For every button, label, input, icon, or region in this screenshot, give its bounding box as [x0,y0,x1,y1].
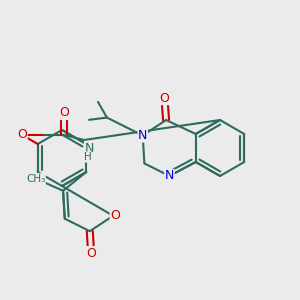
Text: O: O [160,92,170,105]
Text: O: O [110,209,120,222]
Text: O: O [86,247,96,260]
Text: O: O [59,106,69,119]
Text: N: N [138,129,147,142]
Text: N: N [165,169,174,182]
Text: CH₃: CH₃ [26,174,45,184]
Text: O: O [17,128,27,142]
Text: N: N [85,142,94,154]
Text: H: H [84,152,92,162]
